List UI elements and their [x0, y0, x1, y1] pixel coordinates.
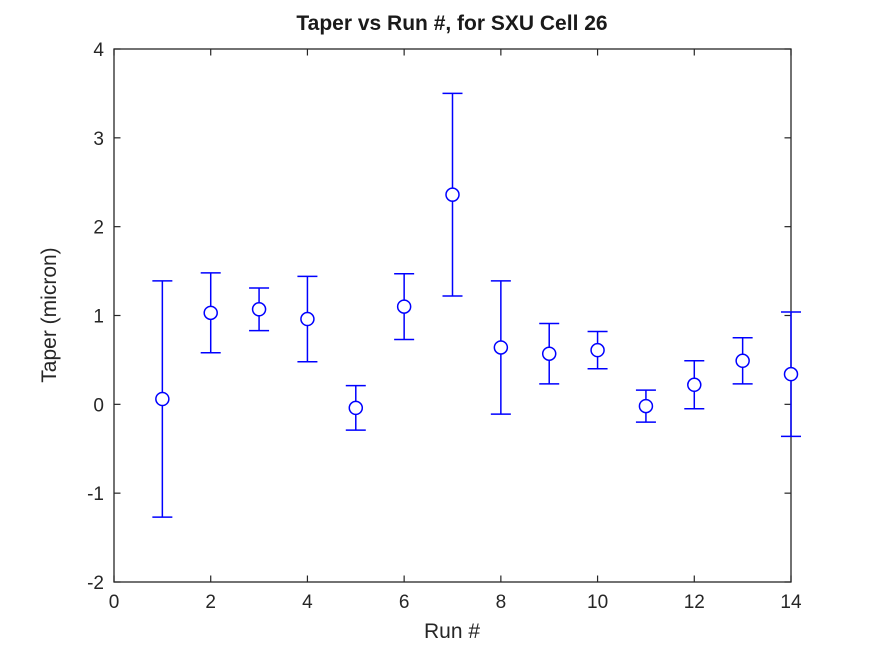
x-tick-label: 6 — [399, 592, 410, 613]
data-point-marker — [783, 366, 799, 382]
x-tick-label: 8 — [496, 592, 507, 613]
data-point-marker — [541, 346, 557, 361]
data-point-marker — [251, 302, 267, 317]
x-tick-label: 10 — [587, 592, 608, 613]
x-tick-label: 14 — [780, 592, 802, 613]
data-point-marker — [203, 305, 218, 321]
data-point-marker — [155, 391, 170, 407]
x-tick-label: 12 — [684, 592, 705, 613]
y-tick-label: -2 — [87, 573, 104, 594]
x-axis-label: Run # — [424, 620, 480, 643]
y-tick-label: -1 — [87, 484, 104, 505]
chart-title: Taper vs Run #, for SXU Cell 26 — [296, 12, 607, 35]
data-point-marker — [735, 353, 750, 369]
data-point-marker — [445, 187, 460, 202]
y-axis-label: Taper (micron) — [38, 247, 61, 382]
y-tick-label: 1 — [93, 307, 104, 328]
data-point-marker — [638, 398, 654, 414]
x-tick-label: 2 — [205, 592, 216, 613]
y-tick-label: 3 — [93, 129, 104, 150]
y-tick-label: 4 — [93, 40, 104, 61]
data-point-marker — [300, 311, 315, 327]
y-tick-label: 2 — [93, 218, 104, 239]
y-tick-label: 0 — [93, 395, 104, 416]
x-tick-label: 0 — [109, 592, 120, 613]
data-point-marker — [396, 299, 412, 314]
x-tick-label: 4 — [302, 592, 313, 613]
data-point-marker — [687, 377, 702, 393]
data-point-marker — [590, 342, 605, 358]
data-point-marker — [348, 400, 364, 416]
data-point-marker — [493, 340, 509, 355]
